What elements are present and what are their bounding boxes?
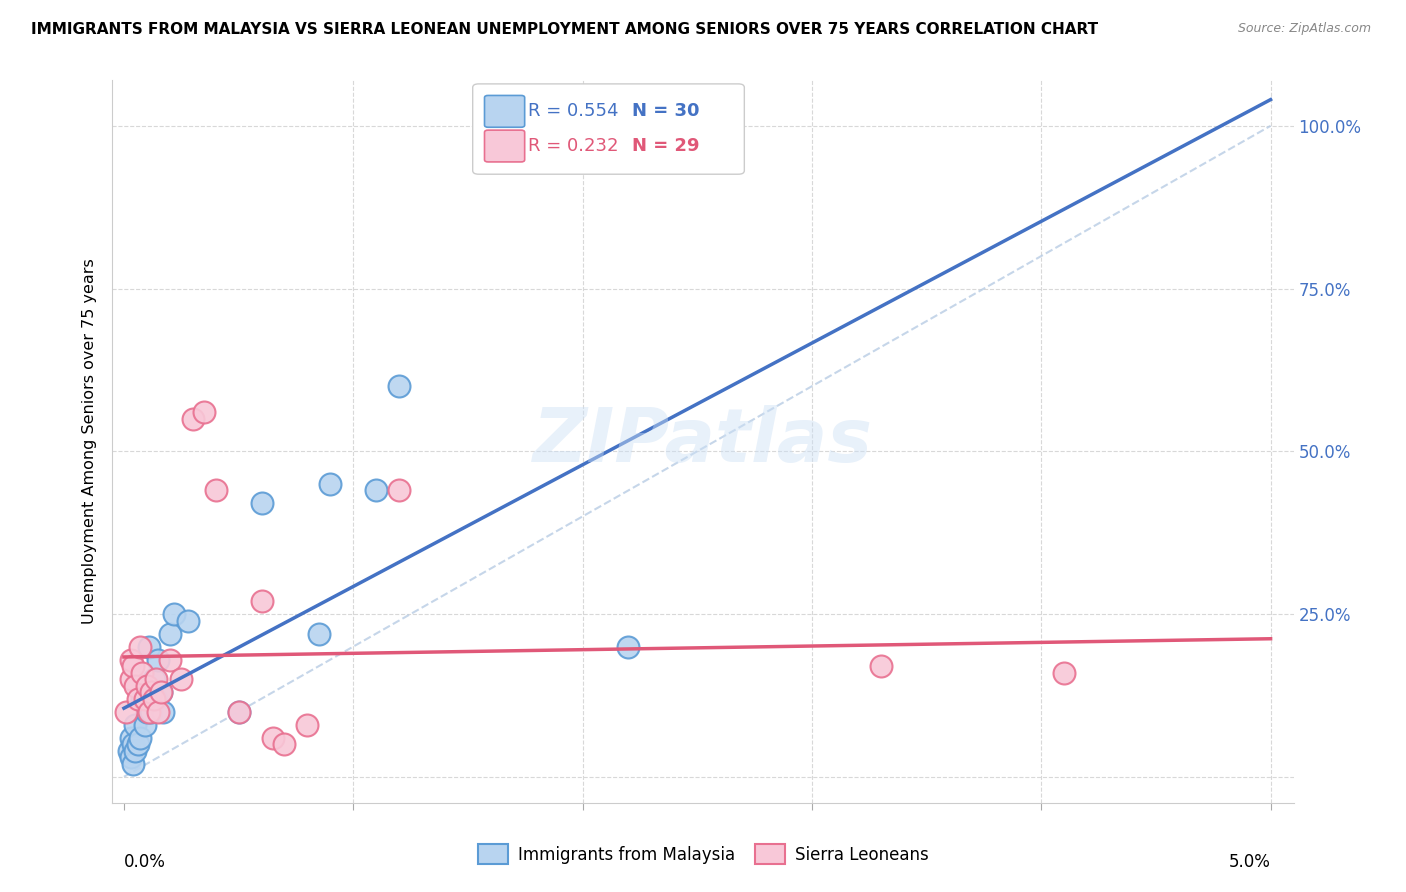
Point [129, 731, 152, 745]
Point [129, 640, 152, 654]
Point [131, 691, 153, 706]
Point [250, 496, 273, 510]
Point [145, 691, 167, 706]
Point [134, 717, 156, 731]
Point [204, 483, 226, 498]
Point [163, 607, 186, 621]
Text: R = 0.232: R = 0.232 [529, 137, 619, 155]
FancyBboxPatch shape [472, 84, 744, 174]
Point [159, 626, 181, 640]
Point [120, 731, 142, 745]
Point [138, 640, 160, 654]
Point [131, 665, 153, 680]
Point [120, 672, 142, 686]
Point [152, 705, 174, 719]
Point [159, 652, 181, 666]
Point [250, 594, 273, 608]
Point [141, 685, 163, 699]
Point [142, 691, 165, 706]
Point [134, 691, 156, 706]
Point [122, 756, 145, 771]
Point [148, 652, 170, 666]
FancyBboxPatch shape [485, 95, 524, 128]
Point [145, 672, 167, 686]
Point [869, 659, 891, 673]
Point [170, 672, 193, 686]
Point [122, 659, 145, 673]
Point [149, 685, 172, 699]
Point [138, 705, 160, 719]
Point [135, 679, 157, 693]
Point [127, 691, 149, 706]
Point [228, 705, 250, 719]
Point [617, 640, 640, 654]
Text: N = 30: N = 30 [633, 103, 700, 120]
Text: Source: ZipAtlas.com: Source: ZipAtlas.com [1237, 22, 1371, 36]
Legend: Immigrants from Malaysia, Sierra Leoneans: Immigrants from Malaysia, Sierra Leonean… [471, 838, 935, 871]
Point [142, 672, 165, 686]
Point [273, 737, 295, 751]
Point [149, 685, 172, 699]
Point [308, 626, 330, 640]
Text: ZIPatlas: ZIPatlas [533, 405, 873, 478]
Point [228, 705, 250, 719]
Point [388, 379, 411, 393]
Point [124, 679, 146, 693]
Text: IMMIGRANTS FROM MALAYSIA VS SIERRA LEONEAN UNEMPLOYMENT AMONG SENIORS OVER 75 YE: IMMIGRANTS FROM MALAYSIA VS SIERRA LEONE… [31, 22, 1098, 37]
Point [193, 405, 215, 419]
Point [319, 476, 342, 491]
Point [127, 737, 149, 751]
Point [297, 717, 319, 731]
Point [366, 483, 388, 498]
Point [135, 679, 157, 693]
Point [115, 705, 138, 719]
Point [141, 705, 163, 719]
FancyBboxPatch shape [485, 130, 524, 162]
Point [117, 744, 139, 758]
Point [120, 652, 142, 666]
Point [1053, 665, 1076, 680]
Text: 5.0%: 5.0% [1229, 854, 1271, 871]
Point [122, 737, 145, 751]
Point [181, 411, 204, 425]
Point [124, 717, 146, 731]
Point [148, 705, 170, 719]
Text: R = 0.554: R = 0.554 [529, 103, 619, 120]
Point [388, 483, 411, 498]
Y-axis label: Unemployment Among Seniors over 75 years: Unemployment Among Seniors over 75 years [82, 259, 97, 624]
Point [120, 750, 142, 764]
Text: 0.0%: 0.0% [124, 854, 166, 871]
Text: N = 29: N = 29 [633, 137, 700, 155]
Point [124, 744, 146, 758]
Point [262, 731, 284, 745]
Point [135, 705, 157, 719]
Point [177, 614, 200, 628]
